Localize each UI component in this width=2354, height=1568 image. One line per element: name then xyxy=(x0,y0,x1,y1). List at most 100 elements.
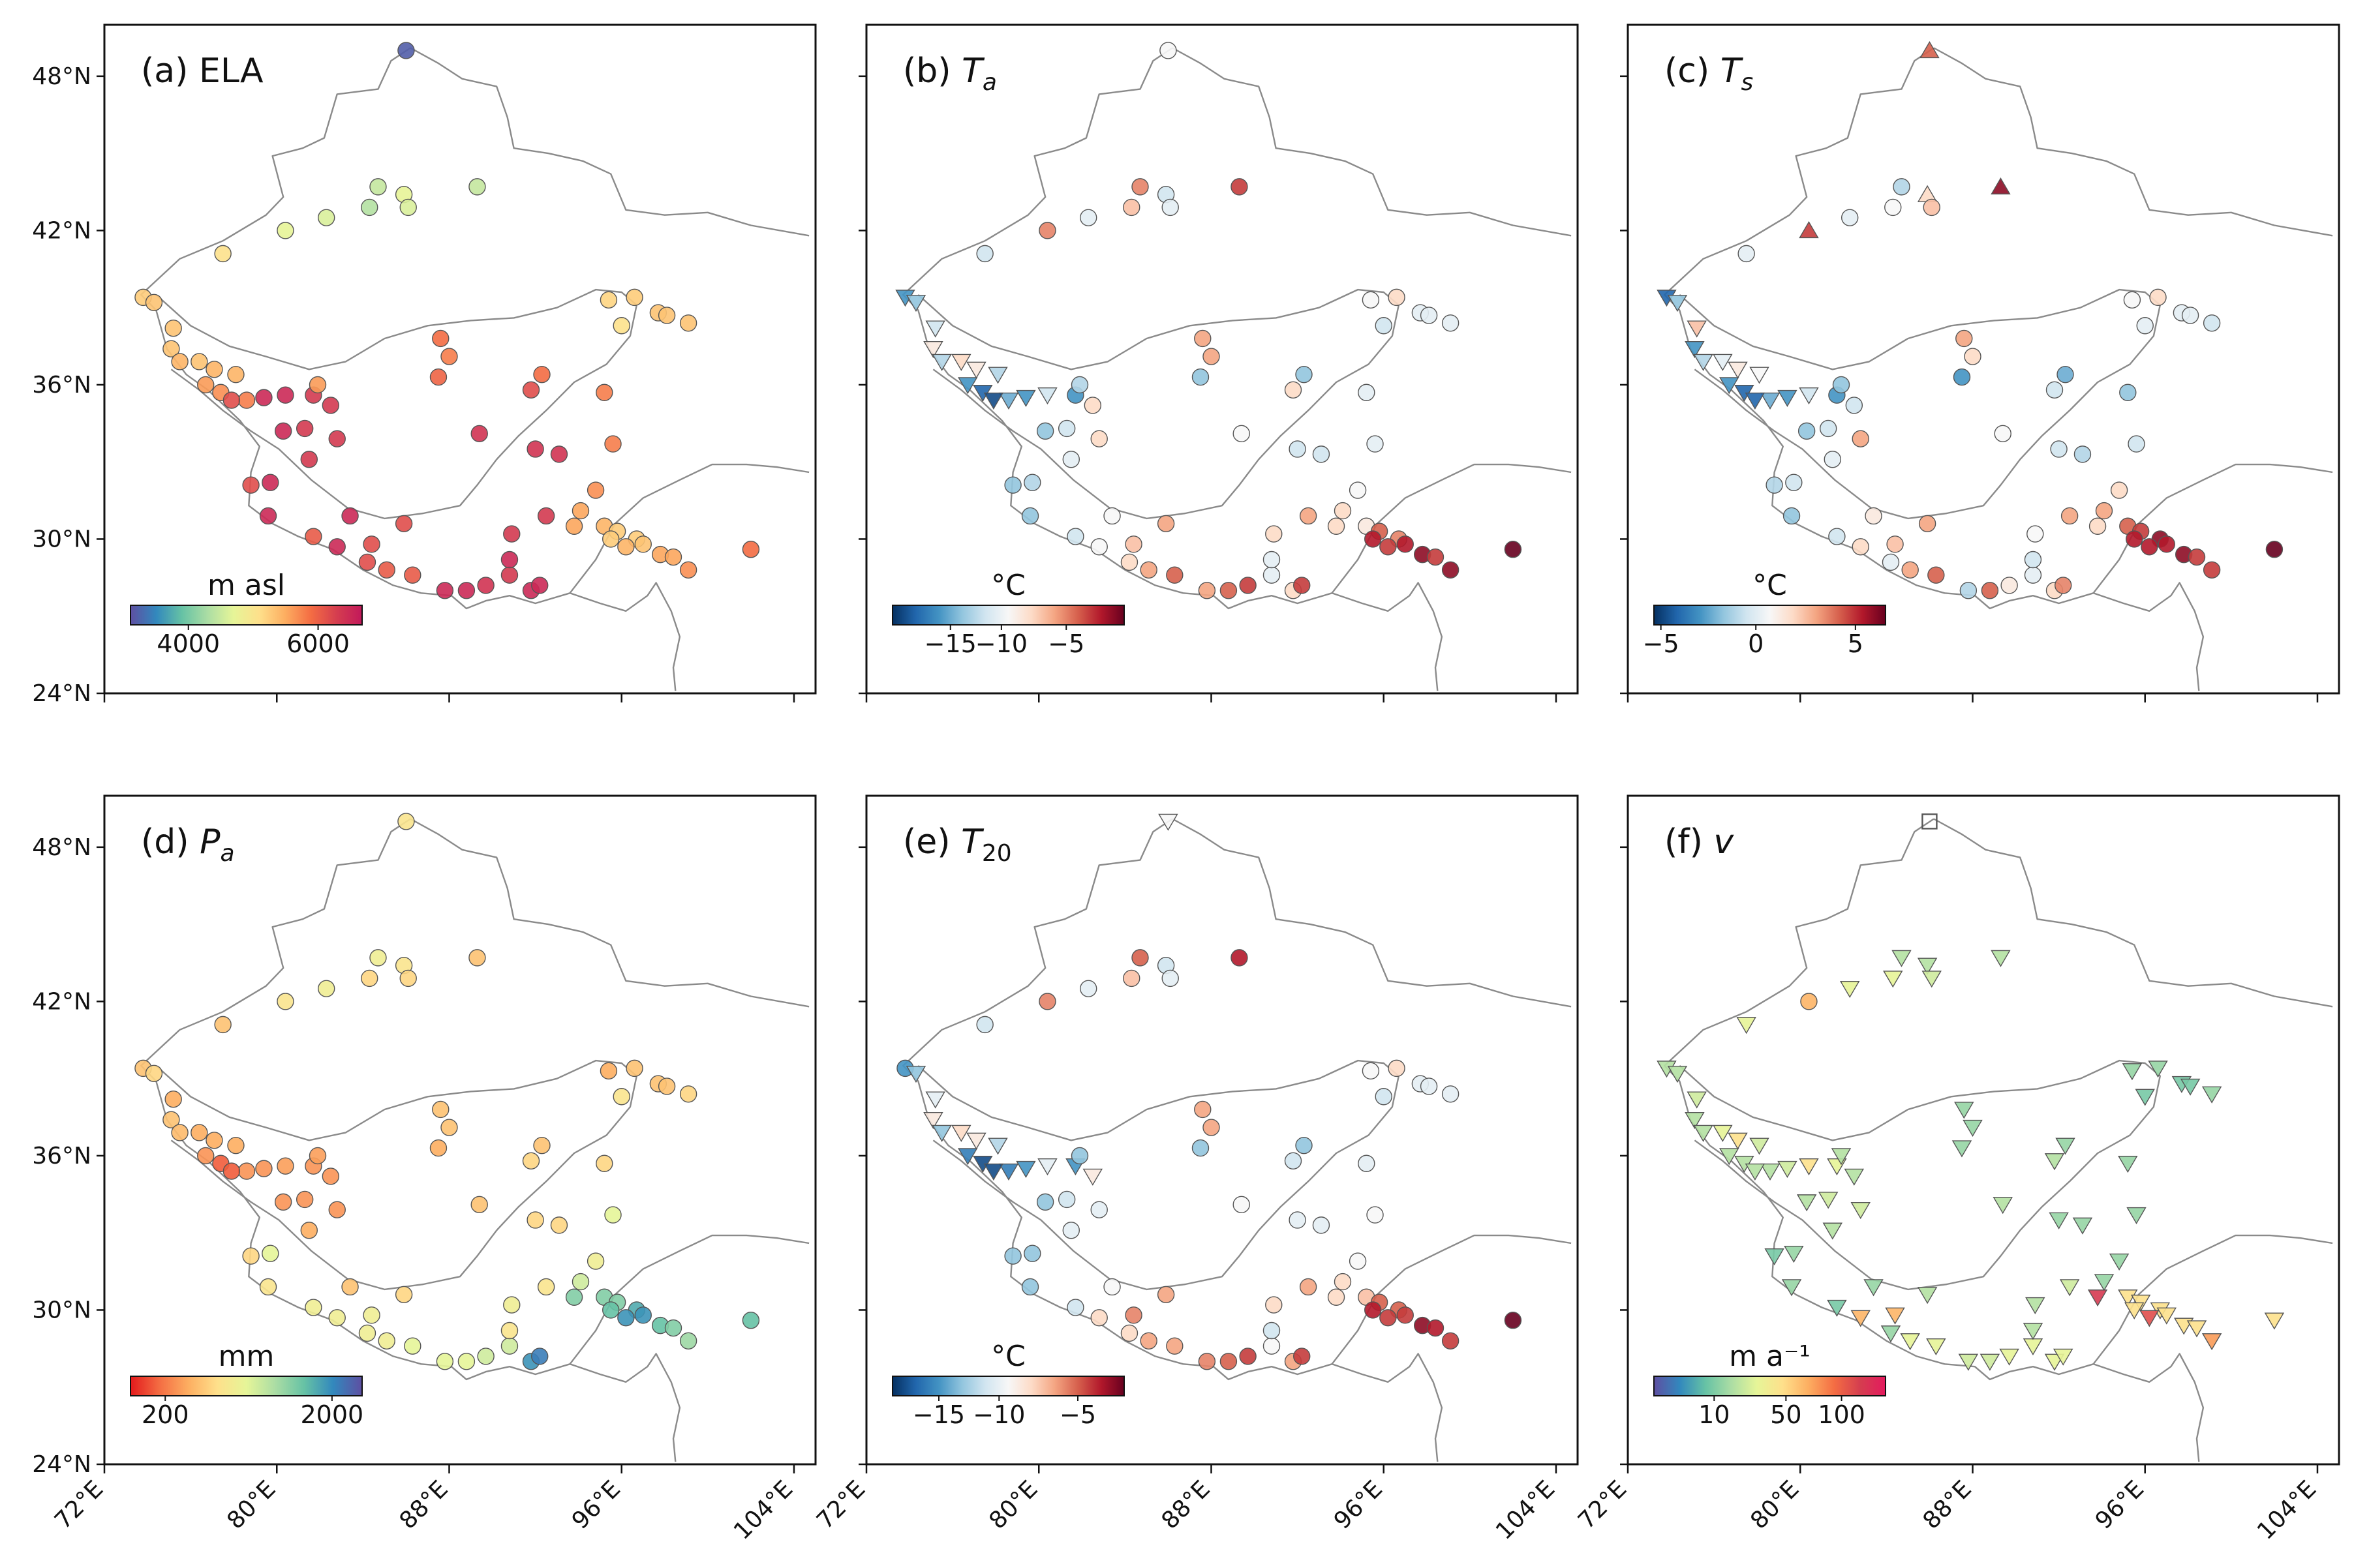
station-marker xyxy=(1125,1306,1142,1324)
station-marker xyxy=(1885,1307,1905,1325)
station-marker xyxy=(1125,535,1142,553)
panel-b: (b) Ta °C −15−10 −5 xyxy=(859,23,1579,702)
station-marker xyxy=(1084,397,1102,414)
station-marker xyxy=(277,993,294,1010)
station-marker xyxy=(1080,980,1097,997)
station-marker xyxy=(1366,435,1384,453)
station-marker xyxy=(1166,1337,1184,1355)
middle-boundary xyxy=(917,288,1399,520)
station-marker xyxy=(2126,530,2143,548)
north-boundary xyxy=(1933,47,2333,237)
station-marker xyxy=(596,384,613,401)
station-marker xyxy=(470,425,488,443)
station-marker xyxy=(613,1088,630,1106)
station-marker xyxy=(1841,209,1859,226)
station-marker xyxy=(976,1016,994,1034)
station-marker xyxy=(1396,535,1414,553)
station-marker xyxy=(2026,525,2044,543)
station-marker xyxy=(1071,1147,1089,1165)
station-marker xyxy=(440,348,458,365)
station-marker xyxy=(341,507,359,525)
station-marker xyxy=(2265,541,2284,558)
station-marker xyxy=(958,1148,978,1166)
station-marker xyxy=(572,502,590,520)
station-marker xyxy=(1358,1154,1375,1172)
eastern-boundary xyxy=(569,463,810,594)
station-marker xyxy=(341,1278,359,1296)
station-marker xyxy=(2056,365,2074,384)
station-marker xyxy=(1420,1078,1438,1095)
station-marker xyxy=(2201,1333,2222,1351)
station-marker xyxy=(1082,1168,1103,1186)
lat-label: 24°N xyxy=(32,1451,91,1478)
north-boundary xyxy=(410,818,810,1008)
station-marker xyxy=(679,561,697,579)
station-marker xyxy=(1265,1296,1283,1314)
panel-frame xyxy=(1627,794,2340,1466)
station-marker xyxy=(255,389,273,406)
station-marker xyxy=(923,341,943,359)
station-marker xyxy=(237,391,256,409)
station-marker xyxy=(2095,502,2113,520)
station-marker xyxy=(1157,515,1175,533)
colorbar-unit: °C xyxy=(991,1340,1026,1373)
station-marker xyxy=(565,1288,583,1306)
panel-frame xyxy=(865,794,1579,1466)
station-marker xyxy=(1958,1353,1979,1371)
station-marker xyxy=(1845,397,1863,414)
station-marker xyxy=(361,969,378,988)
station-marker xyxy=(2023,1338,2043,1356)
station-marker xyxy=(1379,538,1397,556)
station-marker xyxy=(1883,971,1903,988)
station-marker xyxy=(1327,1288,1345,1306)
colorbar-tick-label: −5 xyxy=(1048,629,1084,658)
station-marker xyxy=(600,291,618,309)
station-marker xyxy=(626,288,643,307)
station-marker xyxy=(742,541,760,558)
panel-title: (d) Pa xyxy=(141,822,235,867)
station-marker xyxy=(296,1190,314,1209)
station-marker xyxy=(1713,1124,1733,1142)
station-marker xyxy=(1777,389,1797,408)
panel-e: 72°E 80°E 88°E 96°E 104°E (e) T20 °C −15 −10 −5 xyxy=(812,794,1579,1545)
station-marker xyxy=(242,1247,260,1265)
station-marker xyxy=(679,1085,697,1103)
map-area xyxy=(134,42,810,691)
station-marker xyxy=(2188,548,2206,566)
station-marker xyxy=(1289,1211,1306,1229)
station-marker xyxy=(318,980,335,997)
station-marker xyxy=(951,1124,971,1142)
station-marker xyxy=(1103,1278,1121,1296)
station-marker xyxy=(2264,1312,2285,1330)
panel-title: (c) Ts xyxy=(1664,52,1753,96)
eastern-boundary xyxy=(2092,1234,2333,1365)
colorbar xyxy=(892,605,1125,626)
map-area xyxy=(895,42,1572,691)
lat-label: 24°N xyxy=(32,680,91,707)
station-marker xyxy=(1736,1017,1756,1034)
colorbar-tick-label: 6000 xyxy=(286,629,350,658)
station-marker xyxy=(2135,1089,2155,1106)
station-marker xyxy=(1844,1168,1865,1186)
panel-frame xyxy=(865,23,1579,695)
panel-frame xyxy=(103,23,817,695)
station-marker xyxy=(1719,377,1739,395)
middle-boundary xyxy=(155,1059,637,1291)
station-marker xyxy=(242,476,260,494)
station-marker xyxy=(1955,329,1973,348)
station-marker xyxy=(274,1193,292,1211)
station-marker xyxy=(998,392,1019,410)
station-marker xyxy=(1880,1325,1901,1343)
station-marker xyxy=(988,367,1008,384)
station-marker xyxy=(1004,1247,1022,1265)
station-marker xyxy=(1693,354,1713,371)
station-marker xyxy=(305,528,322,545)
station-marker xyxy=(1039,993,1056,1010)
station-marker xyxy=(1777,1160,1797,1179)
eastern-boundary xyxy=(2092,463,2333,594)
colorbar-tick-label: 100 xyxy=(1818,1400,1865,1429)
station-marker xyxy=(923,1112,943,1130)
station-marker xyxy=(1886,535,1904,553)
station-marker xyxy=(1289,440,1306,458)
station-marker xyxy=(2203,561,2221,579)
